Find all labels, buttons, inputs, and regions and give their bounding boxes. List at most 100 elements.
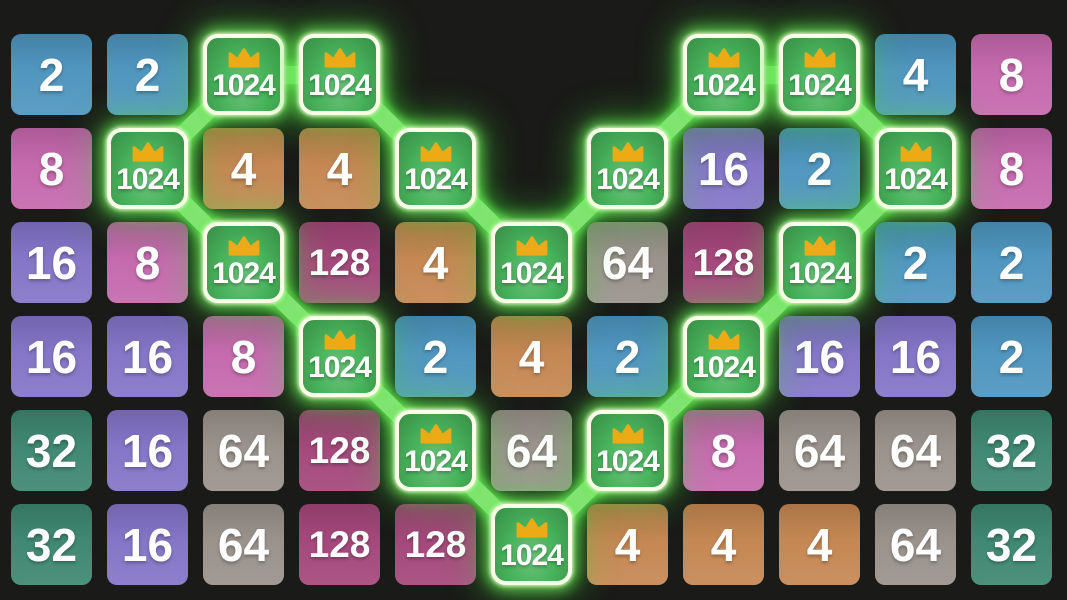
tile-value: 2 bbox=[806, 142, 833, 195]
tile-value: 1024 bbox=[308, 69, 372, 102]
tile-64[interactable]: 64 bbox=[875, 410, 956, 491]
tile-value: 64 bbox=[889, 518, 942, 571]
tile-1024-crowned[interactable]: 1024 bbox=[203, 222, 284, 303]
tile-2[interactable]: 2 bbox=[971, 222, 1052, 303]
tile-value: 16 bbox=[25, 330, 78, 383]
tile-16[interactable]: 16 bbox=[875, 316, 956, 397]
tile-value: 8 bbox=[38, 142, 65, 195]
tile-128[interactable]: 128 bbox=[683, 222, 764, 303]
tile-16[interactable]: 16 bbox=[107, 316, 188, 397]
tile-value: 64 bbox=[793, 424, 846, 477]
tile-4[interactable]: 4 bbox=[395, 222, 476, 303]
tile-2[interactable]: 2 bbox=[107, 34, 188, 115]
tile-2[interactable]: 2 bbox=[11, 34, 92, 115]
tile-4[interactable]: 4 bbox=[779, 504, 860, 585]
tile-value: 8 bbox=[998, 142, 1025, 195]
tile-value: 16 bbox=[25, 236, 78, 289]
tile-8[interactable]: 8 bbox=[683, 410, 764, 491]
tile-1024-crowned[interactable]: 1024 bbox=[683, 34, 764, 115]
tile-value: 8 bbox=[134, 236, 161, 289]
tile-32[interactable]: 32 bbox=[971, 504, 1052, 585]
tile-32[interactable]: 32 bbox=[971, 410, 1052, 491]
tile-value: 2 bbox=[614, 330, 641, 383]
tile-32[interactable]: 32 bbox=[11, 410, 92, 491]
tile-value: 8 bbox=[998, 48, 1025, 101]
tile-value: 1024 bbox=[212, 257, 276, 290]
tile-value: 64 bbox=[505, 424, 558, 477]
tile-1024-crowned[interactable]: 1024 bbox=[491, 504, 572, 585]
tile-16[interactable]: 16 bbox=[11, 316, 92, 397]
tile-value: 2 bbox=[134, 48, 161, 101]
tile-16[interactable]: 16 bbox=[779, 316, 860, 397]
tile-8[interactable]: 8 bbox=[11, 128, 92, 209]
tile-2[interactable]: 2 bbox=[875, 222, 956, 303]
tile-value: 16 bbox=[121, 424, 174, 477]
tile-4[interactable]: 4 bbox=[683, 504, 764, 585]
tile-16[interactable]: 16 bbox=[107, 410, 188, 491]
tile-value: 1024 bbox=[500, 539, 564, 572]
tile-1024-crowned[interactable]: 1024 bbox=[491, 222, 572, 303]
tile-1024-crowned[interactable]: 1024 bbox=[203, 34, 284, 115]
tile-value: 2 bbox=[998, 330, 1025, 383]
tile-1024-crowned[interactable]: 1024 bbox=[779, 222, 860, 303]
crown-icon bbox=[420, 424, 451, 444]
tile-value: 2 bbox=[38, 48, 65, 101]
tile-4[interactable]: 4 bbox=[875, 34, 956, 115]
tile-4[interactable]: 4 bbox=[491, 316, 572, 397]
tile-16[interactable]: 16 bbox=[683, 128, 764, 209]
tile-value: 1024 bbox=[500, 257, 564, 290]
tile-value: 16 bbox=[697, 142, 750, 195]
tile-128[interactable]: 128 bbox=[299, 222, 380, 303]
tile-2[interactable]: 2 bbox=[971, 316, 1052, 397]
tile-64[interactable]: 64 bbox=[875, 504, 956, 585]
tile-value: 16 bbox=[121, 518, 174, 571]
tile-4[interactable]: 4 bbox=[299, 128, 380, 209]
tile-value: 4 bbox=[806, 518, 833, 571]
tile-64[interactable]: 64 bbox=[587, 222, 668, 303]
tile-value: 128 bbox=[308, 430, 371, 471]
tile-4[interactable]: 4 bbox=[587, 504, 668, 585]
tile-8[interactable]: 8 bbox=[203, 316, 284, 397]
tile-1024-crowned[interactable]: 1024 bbox=[395, 410, 476, 491]
tile-1024-crowned[interactable]: 1024 bbox=[299, 316, 380, 397]
tile-1024-crowned[interactable]: 1024 bbox=[875, 128, 956, 209]
tile-value: 1024 bbox=[692, 351, 756, 384]
tile-1024-crowned[interactable]: 1024 bbox=[299, 34, 380, 115]
tile-64[interactable]: 64 bbox=[491, 410, 572, 491]
tile-2[interactable]: 2 bbox=[395, 316, 476, 397]
tile-2[interactable]: 2 bbox=[779, 128, 860, 209]
tile-value: 8 bbox=[230, 330, 257, 383]
crown-icon bbox=[900, 142, 931, 162]
crown-icon bbox=[804, 236, 835, 256]
tile-value: 128 bbox=[308, 524, 371, 565]
tile-value: 1024 bbox=[404, 163, 468, 196]
tile-value: 4 bbox=[230, 142, 257, 195]
crown-icon bbox=[708, 48, 739, 68]
tile-1024-crowned[interactable]: 1024 bbox=[107, 128, 188, 209]
tile-1024-crowned[interactable]: 1024 bbox=[395, 128, 476, 209]
tile-value: 4 bbox=[614, 518, 641, 571]
tile-value: 64 bbox=[217, 518, 270, 571]
tile-1024-crowned[interactable]: 1024 bbox=[779, 34, 860, 115]
tile-2[interactable]: 2 bbox=[587, 316, 668, 397]
tile-128[interactable]: 128 bbox=[299, 410, 380, 491]
tile-1024-crowned[interactable]: 1024 bbox=[683, 316, 764, 397]
tile-8[interactable]: 8 bbox=[971, 128, 1052, 209]
tile-4[interactable]: 4 bbox=[203, 128, 284, 209]
tile-16[interactable]: 16 bbox=[11, 222, 92, 303]
tile-32[interactable]: 32 bbox=[11, 504, 92, 585]
tile-value: 16 bbox=[121, 330, 174, 383]
tile-8[interactable]: 8 bbox=[107, 222, 188, 303]
tile-8[interactable]: 8 bbox=[971, 34, 1052, 115]
tile-1024-crowned[interactable]: 1024 bbox=[587, 410, 668, 491]
tile-1024-crowned[interactable]: 1024 bbox=[587, 128, 668, 209]
tile-64[interactable]: 64 bbox=[203, 504, 284, 585]
tile-128[interactable]: 128 bbox=[395, 504, 476, 585]
tile-16[interactable]: 16 bbox=[107, 504, 188, 585]
tile-128[interactable]: 128 bbox=[299, 504, 380, 585]
tile-64[interactable]: 64 bbox=[779, 410, 860, 491]
tile-value: 16 bbox=[793, 330, 846, 383]
tile-value: 1024 bbox=[596, 163, 660, 196]
tile-64[interactable]: 64 bbox=[203, 410, 284, 491]
